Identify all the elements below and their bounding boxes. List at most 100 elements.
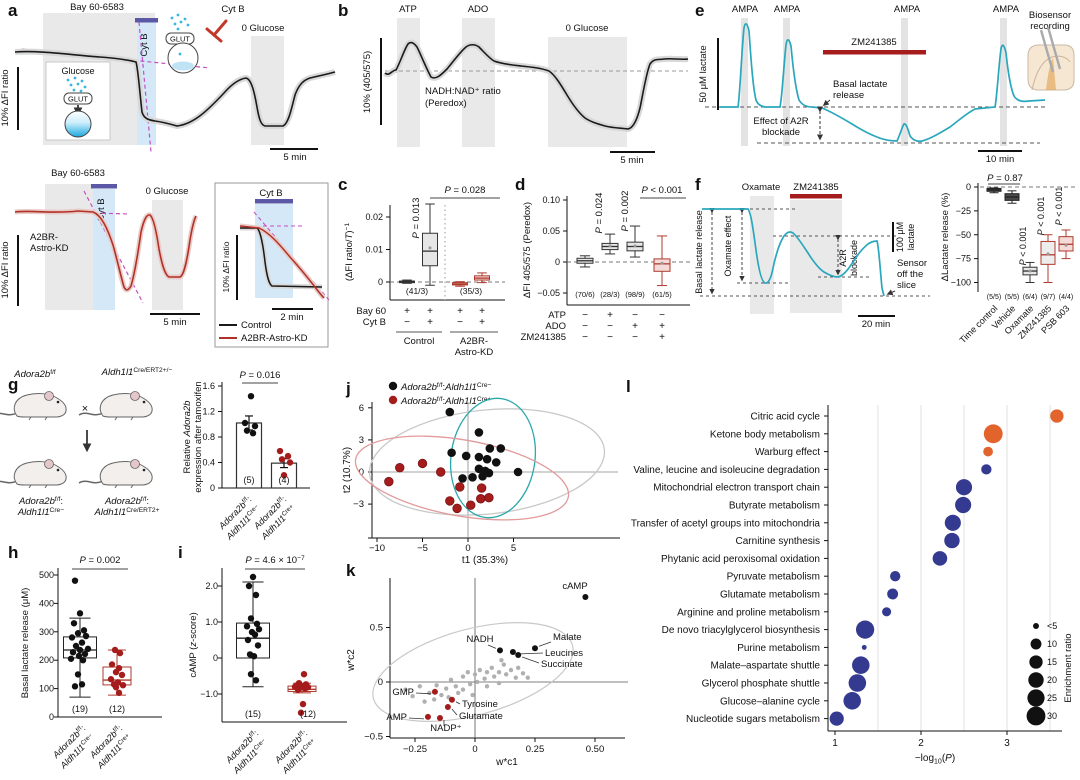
data-dot [504,672,509,677]
panel-j: j Adora2bf/f​:Aldh1l1Cre−​Adora2bf/f​:Al… [342,379,620,566]
loadings-ellipse [372,622,574,722]
legend-size-dot [1027,689,1045,707]
glucose0-label: 0 Glucose [242,23,285,34]
data-dot [485,444,495,453]
panel-i: i −1.001.02.0P = 4.6 × 10−7​(15)Adora2bf… [178,543,347,776]
pathway-dot [981,464,992,475]
data-dot [286,459,294,466]
zm-band [790,200,842,313]
metabolite-dot [515,651,522,658]
y-scale-label: 10% ΔFI ratio [0,69,11,126]
p-value: P = 0.002 [80,555,121,566]
glucose0-band [152,200,183,310]
data-dot [492,674,497,679]
data-dot [301,685,309,692]
box [653,258,671,272]
y-tick: 0.02 [365,212,383,222]
y-tick: 0.05 [542,226,560,236]
condition-sign: − [607,321,613,332]
pathway-dot [882,607,892,617]
data-dot [247,393,255,400]
glucose-dots-icon [66,76,87,93]
data-dot [252,677,260,684]
x-tick: −0.25 [403,744,427,755]
sample-size: (12) [300,709,316,719]
y-tick: 0 [49,712,54,722]
condition-sign: + [404,306,410,317]
condition-sign: + [427,306,433,317]
data-dot [247,671,255,678]
data-dot [417,684,422,689]
x-tick: −10 [369,543,385,554]
pathway-label: Carnitine synthesis [736,536,820,547]
data-dot [472,672,478,677]
y-tick: 0.10 [542,195,560,205]
data-dot [477,667,482,673]
basal-note: Basal lactate [833,79,887,90]
data-dot [249,429,257,437]
y-tick: 0.01 [365,245,383,255]
pathway-dot [848,674,867,692]
legend-kd: A2BR-Astro-KD [241,333,308,344]
data-dot [461,451,471,461]
data-dot [72,642,80,650]
x-tick: 1 [832,738,838,749]
condition-sign: + [659,332,665,343]
data-dot [445,496,455,506]
time-scale-label: 5 min [620,155,643,166]
glucose0-label: 0 Glucose [146,186,189,197]
p-value: P = 0.002 [620,191,631,232]
data-dot [460,674,466,679]
ampa-band [741,18,748,146]
y-tick: −0.5 [364,732,383,743]
panel-f: f Oxamate ZM241385 Basal lactate release… [694,173,1078,345]
offspring-genotype: Adora2bf/f​: [18,496,63,507]
sample-size: (9/7) [1041,294,1055,301]
pathway-label: Valine, leucine and isoleucine degradati… [633,465,820,476]
time-scale-label: 2 min [280,312,303,323]
p-value: P = 0.024 [594,193,605,234]
metabolite-dot [582,593,589,600]
cytb-block-inset: GLUT Cyt B [165,4,245,74]
data-dot [484,669,490,675]
condition-sign: − [457,317,463,328]
data-dot [68,634,76,641]
y-scale-label: 10% ΔFI ratio [221,241,231,292]
data-dot [476,483,487,493]
y-tick: 0 [966,182,971,192]
data-dot [445,407,455,417]
y-tick: 0.8 [202,432,215,442]
condition-sign: − [632,332,638,343]
y-axis-label: expression after tamoxifen [193,381,204,492]
data-dot [448,677,454,683]
pathway-label: Glycerol phosphate shuttle [702,679,821,690]
kd-label: A2BR- [30,232,58,243]
data-dot [71,577,79,584]
metabolite-dot [496,647,503,654]
parent-genotype: Adora2bf/f​ [13,369,56,380]
metabolite-dot [532,645,538,652]
data-dot [251,422,259,430]
data-dot [452,503,462,514]
y-tick: −100 [951,278,971,288]
data-dot [244,636,252,644]
oxamate-band [750,196,774,314]
biosensor-label: recording [1030,21,1070,32]
metabolite-label: NADP⁺ [430,723,461,734]
metabolite-label: Glutamate [459,711,503,722]
pathway-label: Nucleotide sugars metabolism [686,714,820,725]
data-dot [525,675,530,680]
y-tick: −75 [956,254,971,264]
ado-band [462,18,495,147]
bay60-label: Bay 60-6583 [51,168,105,179]
data-dot [108,661,116,668]
y-tick: 500 [39,570,54,580]
pathway-dot [955,496,972,514]
legend-size-dot [1029,655,1043,669]
data-dot [241,419,249,427]
legend-title: Enrichment ratio [1063,633,1074,702]
data-dot [484,492,494,503]
zm-label: ZM241385 [793,182,838,193]
y-axis-label: w*c2 [346,649,357,672]
